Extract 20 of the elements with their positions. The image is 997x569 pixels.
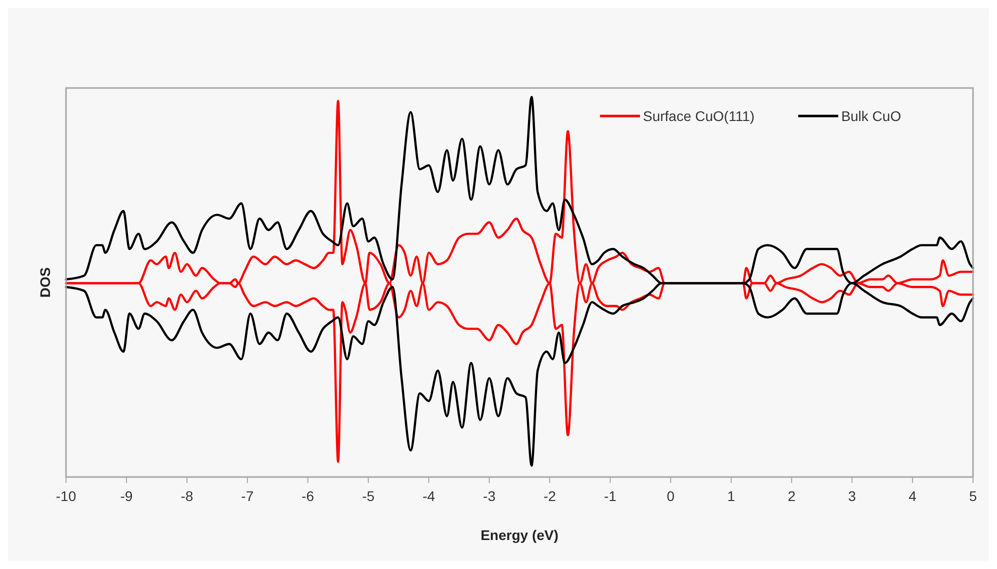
x-tick-label: -10	[56, 488, 76, 504]
x-tick-label: 5	[969, 488, 978, 504]
legend-label: Surface CuO(111)	[643, 108, 755, 124]
x-tick-label: 4	[908, 488, 917, 504]
x-tick-label: -1	[604, 488, 617, 504]
x-tick-label: -7	[241, 488, 254, 504]
x-tick-label: -5	[362, 488, 375, 504]
x-axis-title: Energy (eV)	[480, 527, 558, 543]
x-tick-label: -4	[422, 488, 436, 504]
x-tick-label: 2	[788, 488, 796, 504]
y-axis-title: DOS	[37, 267, 53, 298]
x-tick-label: 0	[666, 488, 675, 504]
x-tick-label: 3	[848, 488, 856, 504]
legend-label: Bulk CuO	[841, 108, 902, 124]
x-tick-label: -9	[120, 488, 133, 504]
x-tick-label: -3	[483, 488, 496, 504]
x-tick-label: -2	[544, 488, 556, 504]
x-tick-label: -8	[180, 488, 194, 504]
x-tick-label: 1	[727, 488, 736, 504]
x-tick-label: -6	[302, 488, 314, 504]
